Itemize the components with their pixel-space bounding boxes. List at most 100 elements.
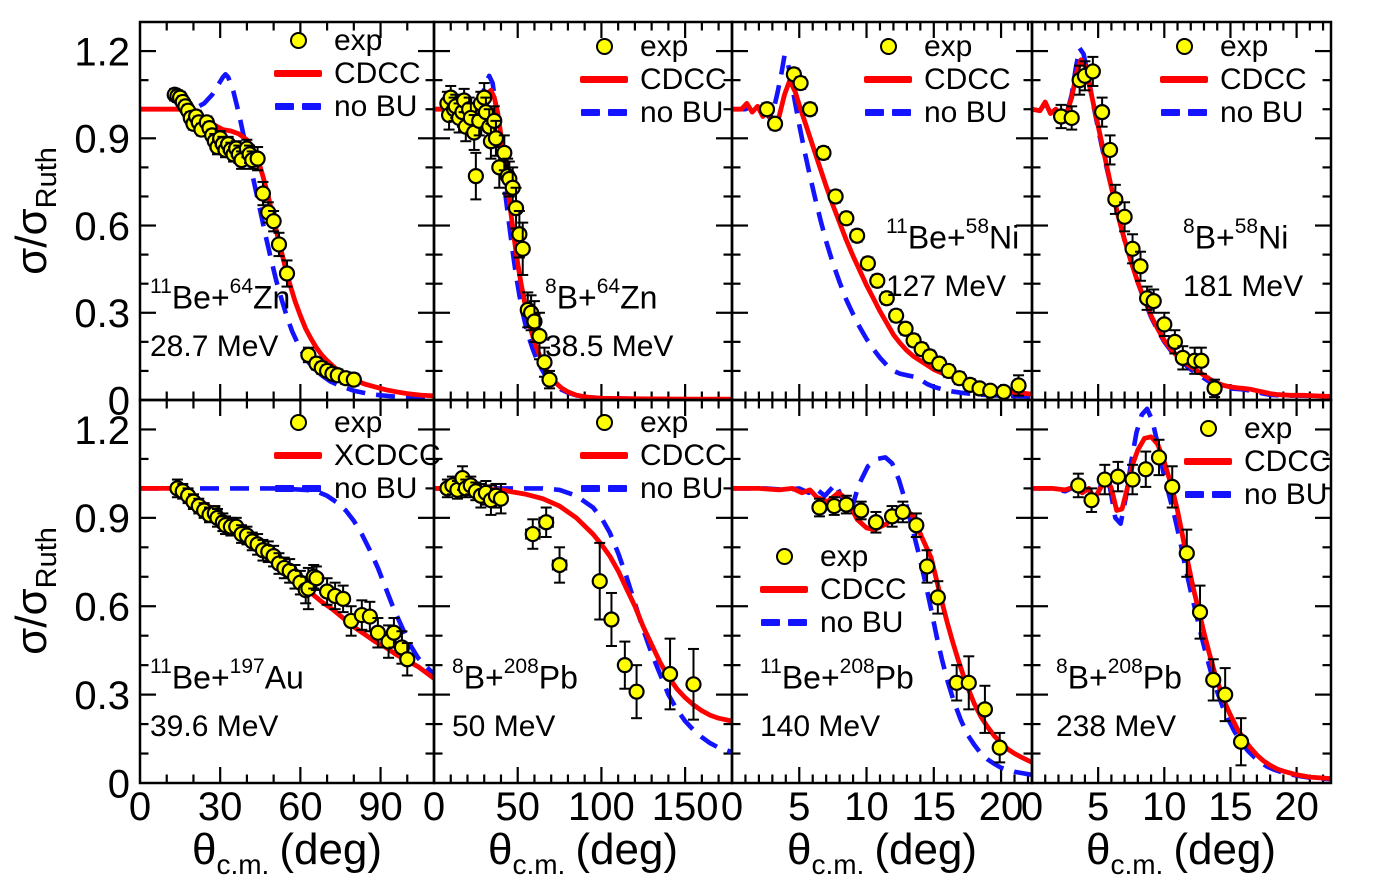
y-tick-label: 1.2 xyxy=(74,30,130,74)
exp-point xyxy=(1096,471,1113,488)
reaction-label-6: 8B+208Pb xyxy=(452,655,578,696)
exp-point xyxy=(254,185,272,202)
exp-point xyxy=(888,307,905,324)
legend-entry-nobu: no BU xyxy=(1182,478,1331,511)
x-tick-label: 15 xyxy=(1208,785,1253,829)
exp-point xyxy=(960,674,977,691)
exp-point xyxy=(991,739,1008,756)
legend-entry-exp: exp xyxy=(578,30,727,63)
exp-point xyxy=(1101,141,1119,159)
panel-b8-ni58 xyxy=(1030,20,1333,402)
exp-point xyxy=(815,144,832,161)
exp-points xyxy=(439,465,702,721)
exp-point xyxy=(1164,478,1181,496)
exp-marker-icon xyxy=(595,414,613,431)
x-tick-label: 10 xyxy=(1142,785,1187,829)
energy-label-4: 181 MeV xyxy=(1183,270,1304,303)
legend-entry-nobu: no BU xyxy=(862,96,1011,129)
nobu-dash-icon xyxy=(578,485,630,492)
reaction-label-1: 11Be+64Zn xyxy=(150,275,291,316)
exp-point xyxy=(1084,63,1101,80)
exp-point xyxy=(616,657,633,674)
nobu-dash-icon xyxy=(578,109,630,116)
nobu-dash-icon xyxy=(1182,491,1234,498)
exp-point xyxy=(308,570,325,587)
nobu-dash-icon xyxy=(1158,109,1210,116)
exp-point xyxy=(976,701,994,718)
exp-point xyxy=(628,683,645,700)
exp-point xyxy=(265,213,282,230)
exp-point xyxy=(995,383,1012,400)
exp-point xyxy=(897,320,914,337)
legend-entry-exp: exp xyxy=(862,30,1011,63)
energy-label-7: 140 MeV xyxy=(760,710,881,743)
exp-point xyxy=(792,74,809,92)
exp-point xyxy=(685,676,702,693)
no-bu-curve xyxy=(732,53,1032,399)
cdcc-line-icon xyxy=(1184,458,1232,465)
legend-panel-5: exp XCDCC no BU xyxy=(272,406,441,505)
exp-point xyxy=(1070,477,1087,494)
x-tick-label: 100 xyxy=(568,785,635,829)
cdcc-line-icon xyxy=(1160,76,1208,83)
exp-marker-icon xyxy=(775,548,793,565)
y-tick-label: 0.6 xyxy=(74,205,130,249)
exp-point xyxy=(1124,240,1141,257)
legend-entry-cdcc: CDCC xyxy=(272,57,421,90)
x-tick-label: 0 xyxy=(129,785,151,829)
x-axis-label-col2: θc.m. (deg) xyxy=(487,825,679,880)
exp-point xyxy=(1178,545,1195,562)
legend-entry-exp: exp xyxy=(272,24,421,57)
exp-points xyxy=(1053,55,1223,399)
legend-entry-nobu: no BU xyxy=(578,96,727,129)
exp-points xyxy=(166,86,362,388)
exp-point xyxy=(838,496,855,513)
exp-point xyxy=(878,290,895,307)
exp-point xyxy=(511,226,528,243)
legend-panel-1: exp CDCC no BU xyxy=(272,24,421,123)
energy-label-1: 28.7 MeV xyxy=(150,330,279,363)
exp-point xyxy=(1150,449,1168,466)
x-tick-label: 30 xyxy=(198,785,243,829)
panel-be11-au197: 0 0.3 0.6 0.9 1.2 0 30 60 90 xyxy=(74,398,436,829)
x-tick-label: 50 xyxy=(495,785,540,829)
exp-point xyxy=(335,590,352,607)
cdcc-line-icon xyxy=(864,76,912,83)
exp-marker-icon xyxy=(595,38,613,55)
exp-points xyxy=(439,82,558,390)
legend-entry-nobu: no BU xyxy=(758,606,907,639)
cdcc-line-icon xyxy=(760,586,808,593)
y-tick-label: 0 xyxy=(108,379,130,423)
x-tick-label: 15 xyxy=(912,785,957,829)
exp-point xyxy=(1083,492,1100,509)
no-bu-curve xyxy=(1032,406,1331,782)
exp-point xyxy=(278,265,296,282)
legend-panel-7: exp CDCC no BU xyxy=(758,540,907,639)
panel-be11-pb208-140: 0 5 10 15 20 xyxy=(721,398,1034,829)
exp-marker-icon xyxy=(879,38,897,55)
exp-point xyxy=(487,130,505,147)
exp-point xyxy=(541,371,558,388)
exp-point xyxy=(849,227,866,244)
y-tick-label: 0.9 xyxy=(74,118,130,162)
exp-points xyxy=(169,478,416,677)
reaction-label-3: 11Be+58Ni xyxy=(886,215,1020,256)
reaction-label-5: 11Be+197Au xyxy=(150,655,304,696)
legend-entry-nobu: no BU xyxy=(1158,96,1307,129)
exp-point xyxy=(1116,208,1133,225)
y-tick-label: 0 xyxy=(108,762,130,806)
exp-point xyxy=(894,503,911,521)
y-tick-label: 0.9 xyxy=(74,497,130,541)
x-axis-label-col3: θc.m. (deg) xyxy=(786,825,978,880)
exp-point xyxy=(399,651,416,668)
exp-point xyxy=(591,573,608,590)
exp-point xyxy=(361,608,378,625)
exp-point xyxy=(1145,293,1162,310)
panel-b8-pb208-238: 0 5 10 15 20 xyxy=(1021,398,1333,829)
energy-label-5: 39.6 MeV xyxy=(150,710,279,743)
exp-point xyxy=(1206,380,1223,397)
exp-point xyxy=(249,150,266,167)
legend-entry-exp: exp xyxy=(272,406,441,439)
exp-points xyxy=(1070,438,1250,767)
